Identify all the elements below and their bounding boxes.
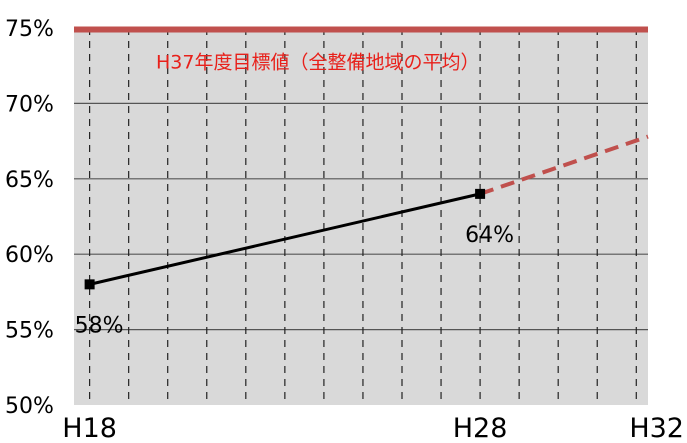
y-tick-label: 75% xyxy=(5,17,54,42)
plot-area xyxy=(74,28,648,405)
y-tick-label: 60% xyxy=(5,243,54,268)
y-tick-label: 65% xyxy=(5,168,54,193)
y-tick-label: 50% xyxy=(5,394,54,419)
data-label-h28: 64% xyxy=(465,223,514,248)
data-point-h18 xyxy=(84,279,95,290)
projection-line xyxy=(479,134,649,196)
data-label-h18: 58% xyxy=(75,313,124,338)
x-tick-label: H32 xyxy=(629,413,684,443)
y-tick-label: 55% xyxy=(5,319,54,344)
x-tick-label: H18 xyxy=(62,413,117,443)
y-tick-label: 70% xyxy=(5,92,54,117)
target-label: H37年度目標値（全整備地域の平均） xyxy=(156,52,479,74)
data-point-h28 xyxy=(475,188,486,199)
x-tick-label: H28 xyxy=(453,413,508,443)
actual-line xyxy=(89,192,481,286)
